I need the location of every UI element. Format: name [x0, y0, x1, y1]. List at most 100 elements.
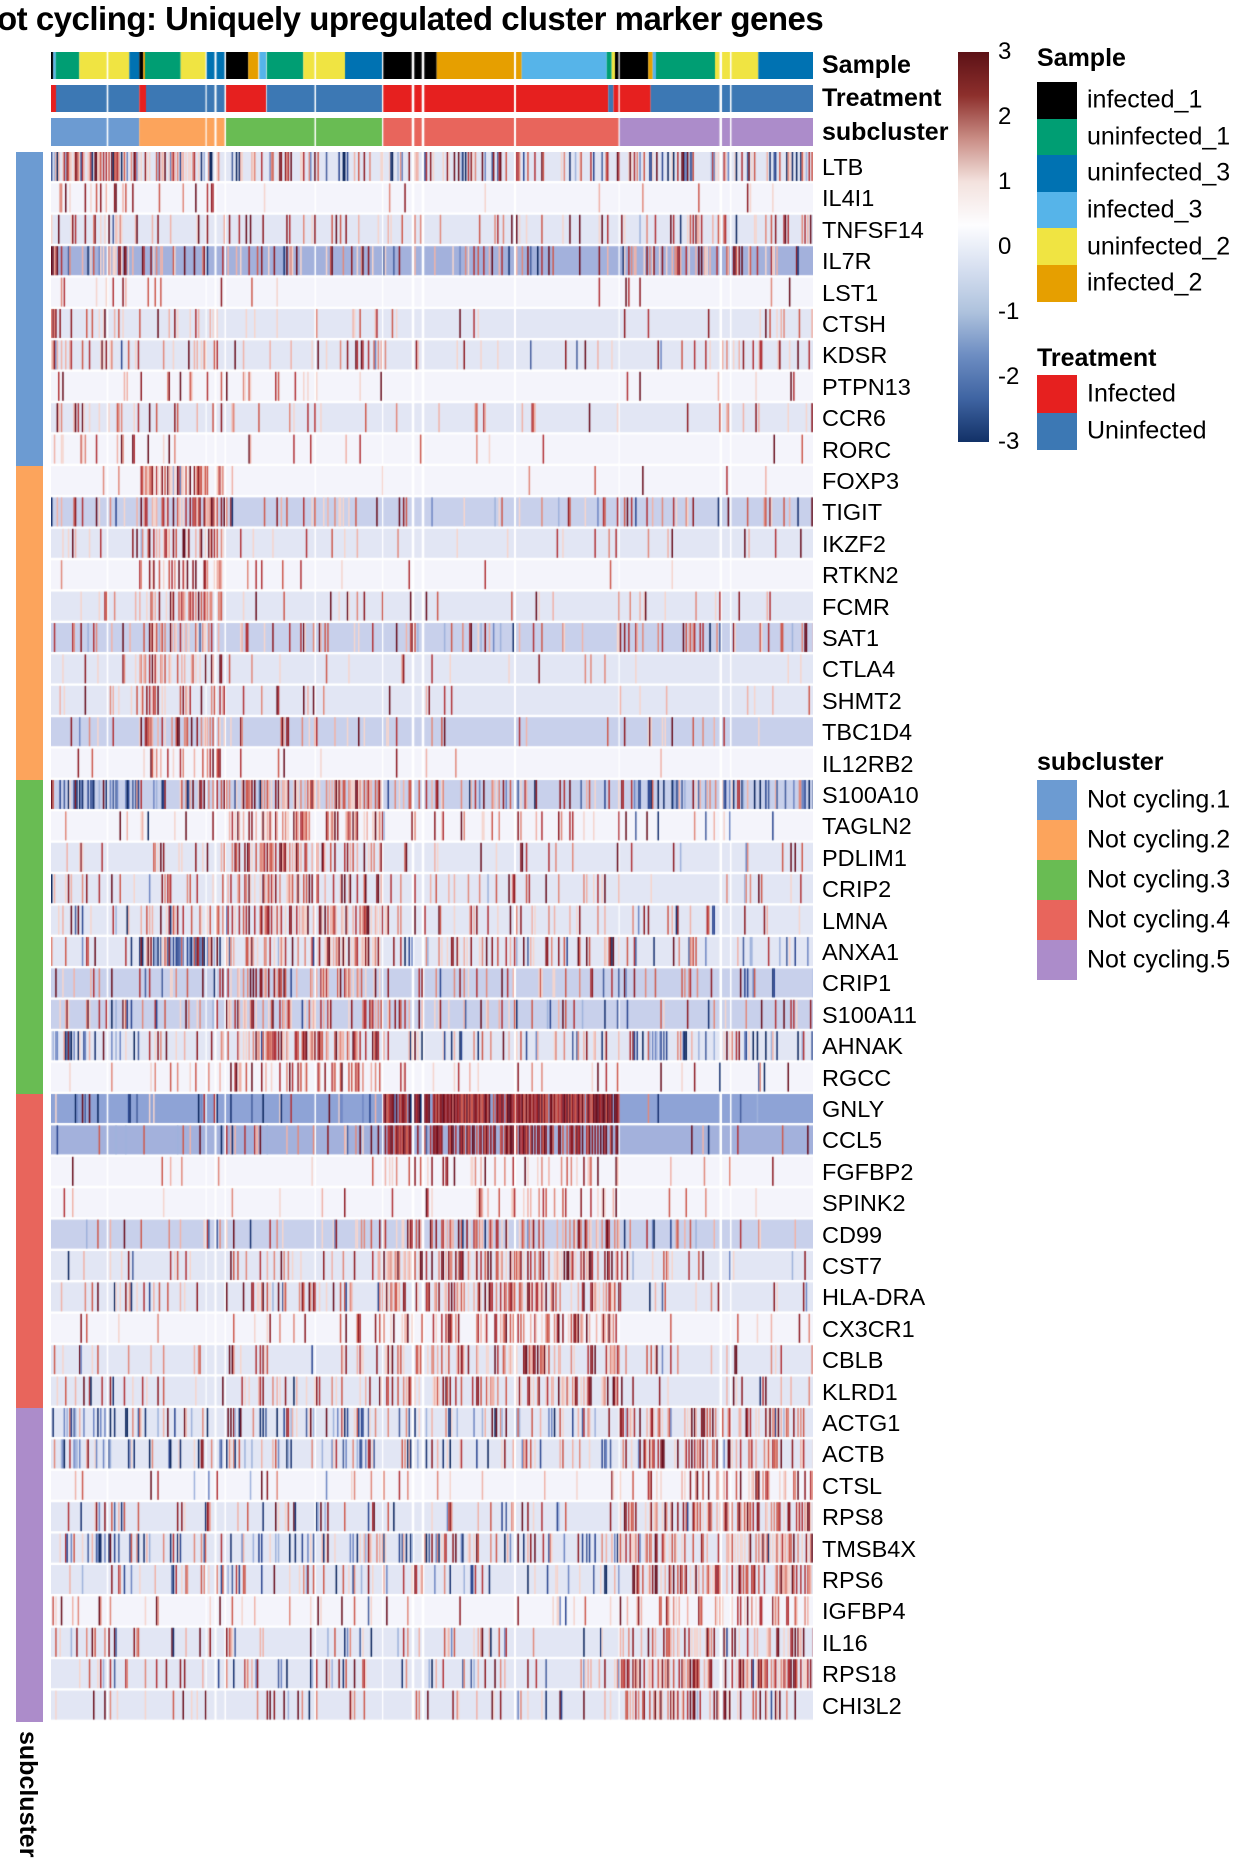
gene-label: AHNAK	[822, 1033, 903, 1060]
legend-swatch	[1037, 118, 1077, 156]
legend-item: Uninfected	[1037, 412, 1247, 451]
treatment-annotation-label: Treatment	[822, 84, 942, 112]
gene-label: LTB	[822, 154, 864, 180]
row-annotation-block	[16, 152, 43, 466]
gene-label: RPS8	[822, 1504, 884, 1531]
legend-label: uninfected_1	[1087, 122, 1231, 151]
gene-label: CCR6	[822, 405, 886, 432]
legend-item: infected_3	[1037, 191, 1247, 229]
gene-label: KDSR	[822, 342, 888, 369]
gene-label: CX3CR1	[822, 1315, 915, 1342]
gene-label: CTSH	[822, 311, 886, 337]
legend-swatch	[1037, 155, 1077, 192]
row-annotation-block	[16, 780, 43, 1094]
gene-label: IL7R	[822, 248, 872, 275]
gene-label: RPS6	[822, 1567, 884, 1593]
gene-label: CD99	[822, 1221, 883, 1248]
legend-item: Not cycling.4	[1037, 900, 1247, 940]
sample-annotation-bar	[51, 52, 813, 79]
legend-label: uninfected_2	[1087, 232, 1231, 261]
legend-swatch	[1037, 900, 1077, 940]
subcluster-annotation-label: subcluster	[822, 118, 949, 146]
legend-item: uninfected_3	[1037, 155, 1247, 192]
gene-label: CRIP2	[822, 876, 892, 903]
legend-item: uninfected_1	[1037, 118, 1247, 156]
gene-label: IGFBP4	[822, 1598, 906, 1625]
gene-label: IL4I1	[822, 185, 875, 212]
treatment-legend-title: Treatment	[1037, 344, 1157, 372]
gene-label: CST7	[822, 1253, 883, 1279]
gene-label: PTPN13	[822, 373, 911, 400]
heatmap-body-canvas	[51, 152, 813, 1722]
row-annotation-block	[16, 466, 43, 780]
gene-label: SPINK2	[822, 1190, 906, 1217]
row-annotation-block	[16, 1408, 43, 1722]
gene-label: CCL5	[822, 1127, 883, 1154]
gene-label: S100A11	[822, 1001, 917, 1028]
gene-label: TIGIT	[822, 499, 883, 526]
gene-label: TBC1D4	[822, 719, 913, 746]
gene-label: CTSL	[822, 1472, 883, 1499]
legend-swatch	[1037, 228, 1077, 265]
gene-label: RTKN2	[822, 562, 899, 589]
legend-item: Infected	[1037, 375, 1247, 413]
sample-legend-title: Sample	[1037, 44, 1126, 72]
gene-label: CHI3L2	[822, 1692, 902, 1719]
gene-label: RORC	[822, 436, 892, 463]
row-annotation-block	[16, 1094, 43, 1408]
colorbar-tick-label: 1	[998, 168, 1012, 195]
gene-label: S100A10	[822, 782, 919, 808]
legend-label: infected_1	[1087, 85, 1203, 114]
legend-label: Infected	[1087, 379, 1176, 408]
gene-label: GNLY	[822, 1096, 885, 1122]
legend-swatch	[1037, 191, 1077, 229]
legend-swatch	[1037, 412, 1077, 451]
treatment-annotation-bar	[51, 85, 813, 112]
gene-label: ACTB	[822, 1441, 885, 1468]
sample-annotation-label: Sample	[822, 51, 911, 79]
legend-swatch	[1037, 375, 1077, 413]
gene-label: HLA-DRA	[822, 1284, 926, 1311]
gene-label: FGFBP2	[822, 1158, 914, 1185]
legend-label: Not cycling.2	[1087, 825, 1231, 854]
colorbar-tick-label: 0	[998, 233, 1012, 260]
gene-label: TMSB4X	[822, 1535, 917, 1562]
gene-label: SHMT2	[822, 687, 902, 714]
legend-item: Not cycling.3	[1037, 860, 1247, 900]
legend-label: infected_2	[1087, 268, 1203, 297]
legend-item: Not cycling.2	[1037, 820, 1247, 860]
gene-label: IL12RB2	[822, 750, 914, 777]
legend-swatch	[1037, 780, 1077, 820]
gene-label: ANXA1	[822, 939, 900, 965]
legend-label: Not cycling.3	[1087, 865, 1231, 894]
gene-label: ACTG1	[822, 1410, 901, 1436]
gene-label: SAT1	[822, 625, 880, 651]
legend-item: infected_2	[1037, 265, 1247, 302]
legend-item: uninfected_2	[1037, 228, 1247, 265]
gene-label: IL16	[822, 1629, 868, 1656]
colorbar-tick-label: -1	[998, 298, 1020, 325]
legend-swatch	[1037, 82, 1077, 119]
legend-label: uninfected_3	[1087, 158, 1231, 187]
legend-swatch	[1037, 940, 1077, 980]
gene-label: RGCC	[822, 1064, 892, 1091]
gene-label: PDLIM1	[822, 844, 907, 871]
legend-label: infected_3	[1087, 195, 1203, 224]
colorbar-tick-label: 2	[998, 103, 1012, 130]
subcluster-annotation-bar	[51, 118, 813, 146]
legend-swatch	[1037, 820, 1077, 860]
legend-swatch	[1037, 860, 1077, 900]
gene-label: IKZF2	[822, 530, 886, 557]
gene-label: CTLA4	[822, 656, 896, 683]
gene-label: CRIP1	[822, 970, 892, 997]
subcluster-legend-title: subcluster	[1037, 748, 1164, 776]
legend-item: infected_1	[1037, 82, 1247, 119]
gene-label: TNFSF14	[822, 216, 924, 243]
colorbar-tick-label: -3	[998, 428, 1020, 455]
colorbar-tick-label: -2	[998, 363, 1020, 390]
gene-label: TAGLN2	[822, 813, 912, 840]
gene-label: KLRD1	[822, 1378, 898, 1405]
legend-label: Not cycling.4	[1087, 905, 1231, 934]
legend-label: Not cycling.1	[1087, 785, 1231, 814]
gene-label: LST1	[822, 279, 879, 306]
